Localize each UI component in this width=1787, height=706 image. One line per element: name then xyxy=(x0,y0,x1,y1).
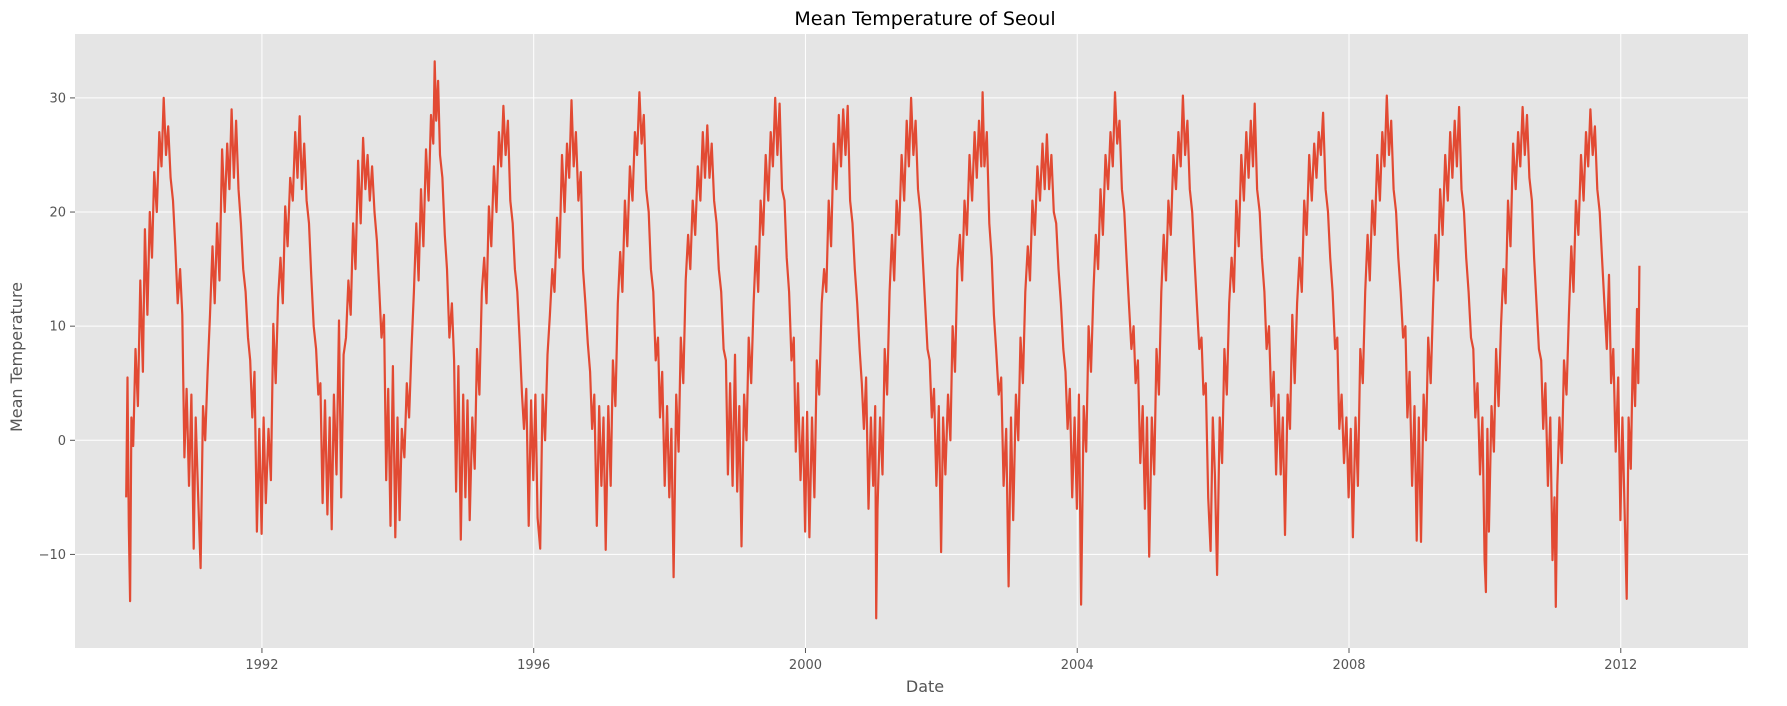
x-axis-label: Date xyxy=(906,677,944,696)
x-tick-label: 2004 xyxy=(1061,658,1094,673)
y-tick-label: 0 xyxy=(58,434,66,449)
grid xyxy=(75,34,1748,648)
y-axis-label: Mean Temperature xyxy=(7,282,26,432)
chart-title: Mean Temperature of Seoul xyxy=(794,8,1055,30)
x-tick-label: 2008 xyxy=(1332,658,1365,673)
series-line xyxy=(125,60,1641,620)
y-tick-label: 30 xyxy=(49,91,66,106)
y-tick-label: 10 xyxy=(49,320,66,335)
x-tick-label: 2000 xyxy=(789,658,822,673)
series-layer xyxy=(125,60,1641,620)
y-tick-label: 20 xyxy=(49,206,66,221)
x-tick-label: 1992 xyxy=(245,658,278,673)
y-tick-label: −10 xyxy=(39,548,66,563)
tick-layer: −10 0 10 20 30 1992 1996 2000 2004 2008 2012 xyxy=(39,91,1638,673)
x-tick-label: 2012 xyxy=(1604,658,1637,673)
plot-area xyxy=(75,34,1748,648)
x-tick-label: 1996 xyxy=(517,658,550,673)
